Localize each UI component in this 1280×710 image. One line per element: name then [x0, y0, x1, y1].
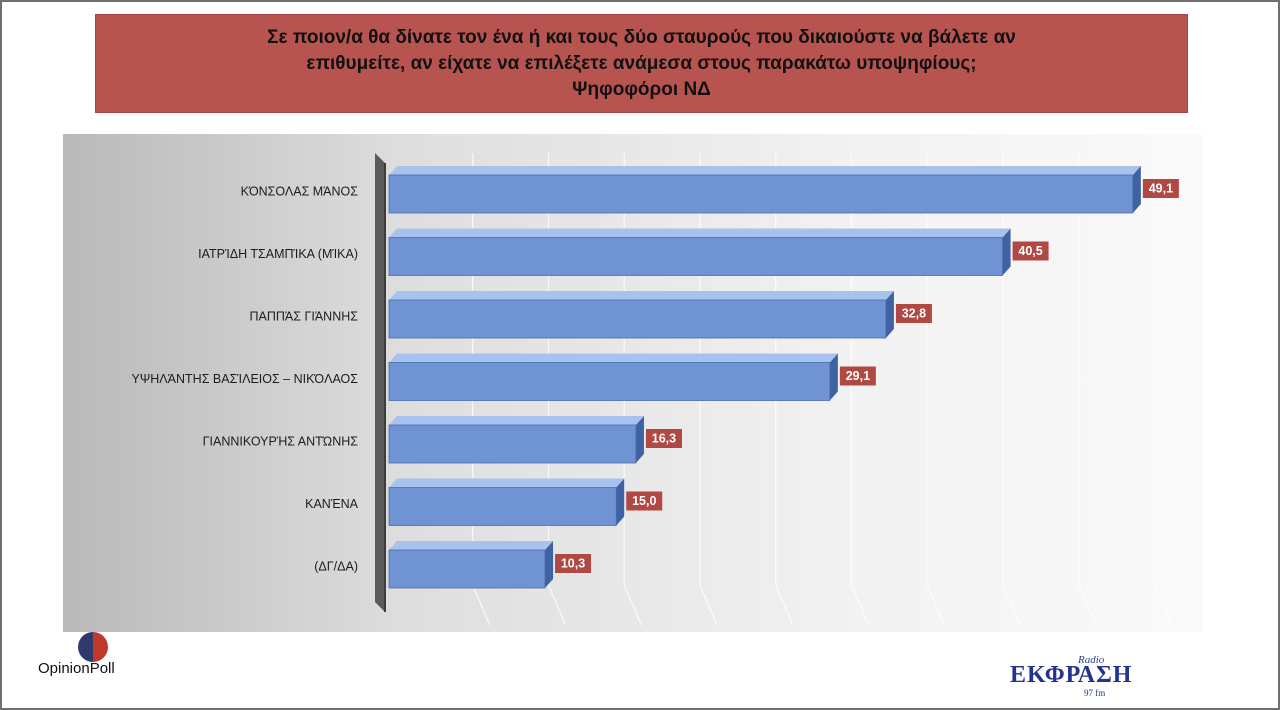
value-label-bg: [626, 491, 663, 511]
opinionpoll-circle-icon: [78, 632, 108, 662]
bar-side-face: [545, 541, 554, 588]
value-label: 40,5: [1018, 244, 1042, 258]
bar-group: [388, 416, 644, 464]
bar: [388, 487, 617, 526]
value-label: 49,1: [1149, 181, 1173, 195]
bar-side-face: [635, 416, 644, 463]
gridline-floor: [1153, 584, 1173, 626]
title-line-3: Ψηφοφόροι ΝΔ: [572, 78, 711, 100]
bar-top-face: [389, 166, 1141, 175]
bar: [388, 299, 887, 339]
value-label: 16,3: [652, 431, 676, 445]
bar-group: [388, 228, 1011, 276]
value-label-bg: [895, 304, 932, 323]
bar-group: [388, 166, 1141, 214]
title-line-1: Σε ποιον/α θα δίνατε τον ένα ή και τους …: [267, 26, 1016, 48]
gridline-floor: [472, 584, 491, 626]
gridline-floor: [775, 584, 794, 626]
ekfrasi-name-text: ΕΚΦΡΑΣΗ: [1010, 662, 1133, 688]
bar: [388, 237, 1003, 276]
gridline-floor: [1002, 584, 1021, 626]
category-label: ΚΑΝΈΝΑ: [305, 497, 359, 511]
value-label: 32,8: [902, 306, 926, 320]
category-axis: [375, 153, 385, 612]
value-label-bg: [1012, 241, 1049, 261]
value-label: 15,0: [632, 494, 656, 508]
value-label: 29,1: [846, 369, 870, 383]
category-label: ΚΌΝΣΟΛΑΣ ΜΆΝΟΣ: [241, 184, 359, 198]
title-line-2: επιθυμείτε, αν είχατε να επιλέξετε ανάμε…: [306, 52, 977, 74]
bar-top-face: [389, 416, 644, 425]
gridline-floor: [623, 584, 642, 626]
bar: [388, 174, 1134, 214]
bar-side-face: [885, 291, 894, 338]
bar-top-face: [389, 353, 838, 363]
value-label-bg: [839, 366, 876, 386]
category-label: (ΔΓ/ΔΑ): [314, 559, 358, 573]
ekfrasi-freq-text: 97 fm: [1084, 688, 1106, 698]
category-label: ΠΑΠΠΆΣ ΓΙΆΝΝΗΣ: [250, 309, 359, 323]
category-label: ΥΨΗΛΆΝΤΗΣ ΒΑΣΊΛΕΙΟΣ – ΝΙΚΌΛΑΟΣ: [132, 372, 359, 386]
ekfrasi-radio-text: Radio: [1078, 654, 1105, 666]
opinionpoll-logo: OpinionPoll: [38, 630, 158, 680]
bar: [388, 362, 831, 401]
bar: [388, 424, 637, 464]
bar-group: [388, 353, 838, 401]
value-label-bg: [1142, 179, 1179, 198]
value-label-bg: [645, 429, 682, 448]
gridline-floor: [1078, 584, 1097, 626]
gridline-floor: [926, 584, 945, 626]
chart-title: Σε ποιον/α θα δίνατε τον ένα ή και τους …: [95, 14, 1188, 113]
ekfrasi-radio-logo: Radio ΕΚΦΡΑΣΗ 97 fm: [1010, 652, 1180, 700]
value-label-bg: [555, 554, 592, 573]
bar-top-face: [389, 541, 554, 550]
bar-group: [388, 291, 894, 339]
bar-side-face: [1132, 166, 1141, 213]
bar-group: [388, 478, 625, 526]
gridline-floor: [850, 584, 870, 626]
category-label: ΓΙΑΝΝΙΚΟΥΡΉΣ ΑΝΤΏΝΗΣ: [203, 434, 359, 448]
bar-top-face: [389, 228, 1011, 238]
bar-side-face: [1002, 228, 1011, 276]
opinionpoll-logo-text: OpinionPoll: [38, 660, 115, 677]
bar-side-face: [829, 353, 838, 401]
gridline-floor: [699, 584, 718, 626]
bar-top-face: [389, 291, 894, 300]
bar-group: [388, 541, 554, 589]
category-label: ΙΑΤΡΊΔΗ ΤΣΑΜΠΊΚΑ (ΜΊΚΑ): [198, 247, 358, 261]
bar-top-face: [389, 478, 625, 488]
gridline-floor: [547, 584, 567, 626]
bar-side-face: [616, 478, 625, 526]
bar: [388, 549, 546, 589]
value-label: 10,3: [561, 556, 585, 570]
